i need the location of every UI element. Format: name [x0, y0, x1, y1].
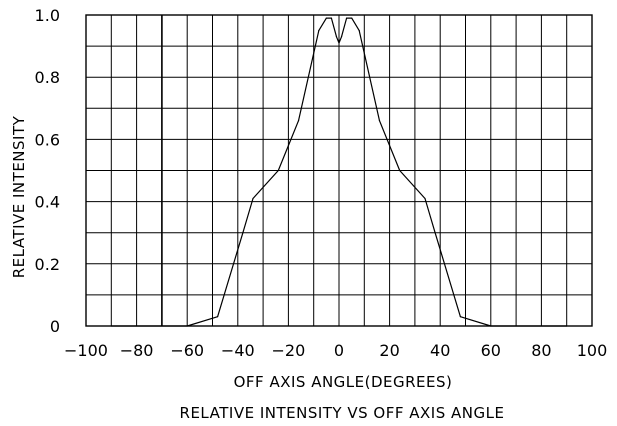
- data-point: [110, 325, 112, 327]
- chart-title: RELATIVE INTENSITY VS OFF AXIS ANGLE: [180, 404, 505, 422]
- plot-frame: [85, 14, 593, 327]
- data-point: [297, 120, 300, 122]
- data-point: [252, 197, 254, 200]
- y-tick-label: 0: [50, 317, 60, 336]
- data-point: [318, 29, 320, 32]
- x-tick-label: 0: [334, 341, 344, 360]
- y-tick-label: 1.0: [35, 6, 60, 25]
- data-point: [325, 17, 327, 19]
- data-point: [358, 29, 360, 32]
- x-tick-labels: −100 −80 −60 −40 −20 0 20 40 60 80 100: [64, 341, 607, 360]
- x-tick-label: 20: [379, 341, 399, 360]
- x-tick-label: −80: [120, 341, 154, 360]
- data-point: [345, 17, 348, 19]
- y-tick-label: 0.2: [35, 255, 60, 274]
- y-tick-label: 0.6: [35, 130, 60, 149]
- data-point: [399, 169, 401, 172]
- grid: [86, 15, 592, 326]
- plot-border: [85, 14, 593, 327]
- data-point: [277, 169, 279, 172]
- data-point: [424, 197, 426, 200]
- data-point: [490, 325, 492, 327]
- y-axis-label: RELATIVE INTENSITY: [10, 115, 28, 278]
- data-point: [186, 325, 188, 327]
- data-point: [216, 316, 219, 318]
- x-axis-label: OFF AXIS ANGLE(DEGREES): [234, 373, 453, 391]
- data-point: [378, 120, 381, 122]
- data-point: [566, 325, 568, 327]
- x-tick-label: 100: [577, 341, 608, 360]
- y-tick-label: 0.4: [35, 193, 60, 212]
- x-tick-label: −60: [170, 341, 204, 360]
- series-group: [110, 17, 568, 327]
- data-point: [335, 36, 338, 38]
- x-tick-label: −100: [64, 341, 108, 360]
- data-point: [340, 36, 343, 38]
- x-tick-label: 60: [481, 341, 501, 360]
- x-tick-label: −20: [272, 341, 306, 360]
- x-tick-label: 80: [531, 341, 551, 360]
- data-point: [338, 42, 340, 44]
- x-tick-label: 40: [430, 341, 450, 360]
- data-point: [459, 316, 462, 318]
- y-tick-labels: 0 0.2 0.4 0.6 0.8 1.0: [35, 6, 60, 336]
- data-point: [351, 17, 353, 19]
- data-point: [330, 17, 333, 19]
- data-point: [434, 232, 436, 234]
- x-tick-label: −40: [221, 341, 255, 360]
- data-point: [242, 232, 244, 234]
- y-tick-label: 0.8: [35, 68, 60, 87]
